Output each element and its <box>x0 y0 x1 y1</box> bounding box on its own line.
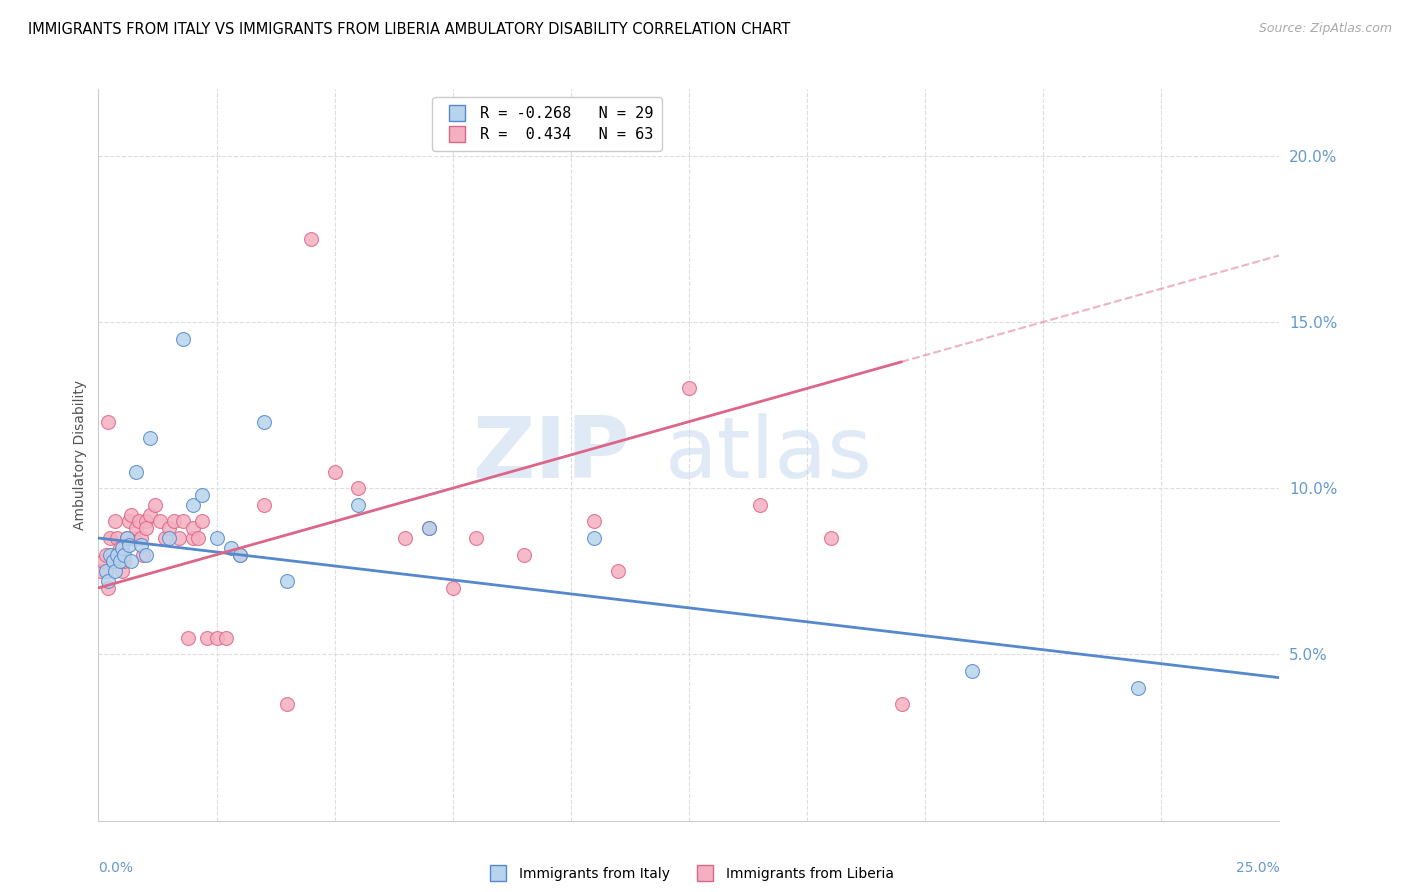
Point <box>139 508 162 522</box>
Point <box>91 554 114 568</box>
Point <box>135 548 157 562</box>
Point <box>219 541 242 555</box>
Point <box>115 531 138 545</box>
Point <box>98 531 121 545</box>
Text: 0.0%: 0.0% <box>98 861 134 875</box>
Point <box>229 548 252 562</box>
Point <box>98 548 121 562</box>
Point <box>125 521 148 535</box>
Point <box>90 564 112 578</box>
Point <box>163 515 186 529</box>
Point <box>276 698 298 712</box>
Point <box>167 531 190 545</box>
Point <box>112 548 135 562</box>
Point <box>157 521 180 535</box>
Point <box>607 564 630 578</box>
Point <box>111 548 134 562</box>
Point <box>191 515 214 529</box>
Text: ZIP: ZIP <box>472 413 630 497</box>
Point <box>229 548 252 562</box>
Point <box>94 548 117 562</box>
Point <box>101 548 124 562</box>
Point <box>181 521 204 535</box>
Point <box>215 631 238 645</box>
Point <box>323 465 346 479</box>
Point <box>512 548 534 562</box>
Point <box>347 498 370 512</box>
Point <box>299 232 322 246</box>
Point <box>394 531 416 545</box>
Point <box>143 498 166 512</box>
Point <box>205 531 228 545</box>
Point <box>128 515 150 529</box>
Point <box>101 554 124 568</box>
Point <box>94 564 117 578</box>
Point <box>101 554 124 568</box>
Point <box>132 548 155 562</box>
Point <box>205 631 228 645</box>
Point <box>97 581 120 595</box>
Point <box>111 564 134 578</box>
Point <box>105 548 128 562</box>
Point <box>418 521 440 535</box>
Point <box>135 515 157 529</box>
Point <box>820 531 842 545</box>
Point <box>118 538 141 552</box>
Point <box>108 554 131 568</box>
Point <box>181 498 204 512</box>
Point <box>187 531 209 545</box>
Text: 25.0%: 25.0% <box>1236 861 1279 875</box>
Point <box>347 481 370 495</box>
Point <box>195 631 218 645</box>
Point <box>121 554 143 568</box>
Point <box>253 498 276 512</box>
Point <box>121 508 143 522</box>
Point <box>177 631 200 645</box>
Point <box>181 531 204 545</box>
Point <box>115 531 138 545</box>
Point <box>129 531 152 545</box>
Point <box>583 531 606 545</box>
Point <box>172 515 194 529</box>
Point <box>108 541 131 555</box>
Point <box>104 564 127 578</box>
Point <box>748 498 770 512</box>
Point <box>441 581 464 595</box>
Point <box>122 531 145 545</box>
Point <box>125 465 148 479</box>
Point <box>135 521 157 535</box>
Point <box>1126 681 1149 695</box>
Point <box>149 515 172 529</box>
Y-axis label: Ambulatory Disability: Ambulatory Disability <box>73 380 87 530</box>
Point <box>172 332 194 346</box>
Point <box>583 515 606 529</box>
Text: IMMIGRANTS FROM ITALY VS IMMIGRANTS FROM LIBERIA AMBULATORY DISABILITY CORRELATI: IMMIGRANTS FROM ITALY VS IMMIGRANTS FROM… <box>28 22 790 37</box>
Point <box>678 381 700 395</box>
Point <box>191 488 214 502</box>
Point <box>276 574 298 589</box>
Text: Source: ZipAtlas.com: Source: ZipAtlas.com <box>1258 22 1392 36</box>
Text: atlas: atlas <box>665 413 873 497</box>
Legend: Immigrants from Italy, Immigrants from Liberia: Immigrants from Italy, Immigrants from L… <box>479 862 898 887</box>
Point <box>111 541 134 555</box>
Point <box>890 698 912 712</box>
Point <box>962 664 984 678</box>
Point <box>118 515 141 529</box>
Point <box>97 574 120 589</box>
Point <box>97 415 120 429</box>
Point <box>112 554 135 568</box>
Point <box>253 415 276 429</box>
Point <box>129 538 152 552</box>
Point <box>153 531 176 545</box>
Point <box>465 531 488 545</box>
Point <box>157 531 180 545</box>
Point <box>104 515 127 529</box>
Point <box>139 431 162 445</box>
Point <box>418 521 440 535</box>
Point <box>105 531 128 545</box>
